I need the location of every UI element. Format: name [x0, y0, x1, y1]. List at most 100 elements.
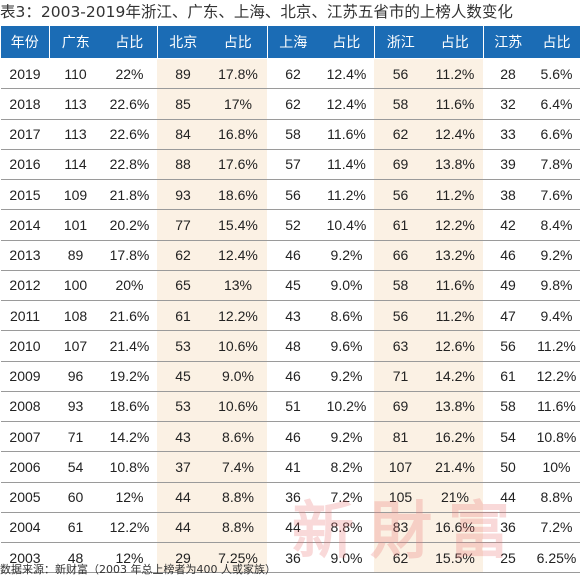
table-cell: 44 [483, 482, 533, 513]
table-cell: 77 [157, 209, 209, 241]
table-row: 2019 110 22% 89 17.8% 62 12.4% 56 11.2% 28 5.6% [1, 58, 580, 90]
table-cell: 18.6% [102, 391, 157, 423]
table-cell: 10.6% [209, 391, 267, 423]
table-cell: 11.4% [319, 149, 374, 181]
table-cell: 48 [267, 330, 319, 362]
header-cell: 占比 [427, 26, 483, 59]
year-cell: 2009 [1, 361, 49, 392]
table-cell: 28 [483, 58, 533, 90]
table-cell: 62 [374, 542, 427, 574]
table-cell: 71 [374, 361, 427, 392]
table-cell: 56 [374, 58, 427, 90]
table-cell: 21.6% [102, 300, 157, 332]
table-cell: 7.4% [209, 451, 267, 483]
table-cell: 12.2% [533, 361, 580, 392]
table-cell: 62 [267, 88, 319, 120]
table-cell: 69 [374, 391, 427, 423]
table-cell: 63 [374, 330, 427, 362]
table-cell: 56 [267, 179, 319, 211]
table-cell: 12.6% [427, 330, 483, 362]
table-cell: 101 [49, 209, 102, 241]
table-cell: 69 [374, 149, 427, 181]
table-cell: 18.6% [209, 179, 267, 211]
table-cell: 44 [267, 512, 319, 544]
table-cell: 5.6% [533, 58, 580, 90]
year-cell: 2012 [1, 270, 49, 302]
table-cell: 15.4% [209, 209, 267, 241]
table-row: 2005 60 12% 44 8.8% 36 7.2% 105 21% 44 8.8% [1, 482, 580, 513]
table-cell: 114 [49, 149, 102, 181]
table-cell: 17.8% [102, 240, 157, 271]
table-cell: 12.2% [209, 300, 267, 332]
year-cell: 2005 [1, 482, 49, 513]
header-cell: 占比 [209, 26, 267, 59]
table-row: 2004 61 12.2% 44 8.8% 44 8.8% 83 16.6% 36 7.2% [1, 512, 580, 544]
table-cell: 38 [483, 179, 533, 211]
table-cell: 9.4% [533, 300, 580, 332]
table-cell: 12% [102, 542, 157, 574]
table-cell: 11.2% [427, 179, 483, 211]
table-cell: 32 [483, 88, 533, 120]
table-row: 2008 93 18.6% 53 10.6% 51 10.2% 69 13.8% 58 11.6% [1, 391, 580, 423]
year-cell: 2011 [1, 300, 49, 332]
table-cell: 107 [374, 451, 427, 483]
year-cell: 2006 [1, 451, 49, 483]
table-cell: 12.4% [427, 119, 483, 150]
table-cell: 113 [49, 119, 102, 150]
table-row: 2016 114 22.8% 88 17.6% 57 11.4% 69 13.8% 39 7.8% [1, 149, 580, 181]
table-cell: 8.8% [209, 512, 267, 544]
table-cell: 7.8% [533, 149, 580, 181]
table-cell: 11.2% [319, 179, 374, 211]
table-cell: 81 [374, 421, 427, 453]
table-cell: 21.4% [427, 451, 483, 483]
table-cell: 62 [267, 58, 319, 90]
table-cell: 12.4% [209, 240, 267, 271]
year-cell: 2010 [1, 330, 49, 362]
year-cell: 2018 [1, 88, 49, 120]
table-cell: 19.2% [102, 361, 157, 392]
table-cell: 6.25% [533, 542, 580, 574]
table-cell: 8.4% [533, 209, 580, 241]
table-cell: 60 [49, 482, 102, 513]
table-cell: 9.0% [209, 361, 267, 392]
year-cell: 2008 [1, 391, 49, 423]
year-cell: 2016 [1, 149, 49, 181]
year-cell: 2014 [1, 209, 49, 241]
table-cell: 7.25% [209, 542, 267, 574]
table-row: 2015 109 21.8% 93 18.6% 56 11.2% 56 11.2% 38 7.6% [1, 179, 580, 211]
table-cell: 7.6% [533, 179, 580, 211]
table-cell: 58 [267, 119, 319, 150]
table-cell: 9.2% [319, 421, 374, 453]
table-cell: 9.2% [319, 361, 374, 392]
table-cell: 11.6% [533, 391, 580, 423]
table-row: 2009 96 19.2% 45 9.0% 46 9.2% 71 14.2% 61 12.2% [1, 361, 580, 392]
table-cell: 12.4% [319, 88, 374, 120]
table-cell: 109 [49, 179, 102, 211]
table-cell: 22% [102, 58, 157, 90]
table-cell: 11.6% [427, 270, 483, 302]
table-cell: 13.8% [427, 391, 483, 423]
table-title: 表3：2003-2019年浙江、广东、上海、北京、江苏五省市的上榜人数变化 [0, 3, 513, 21]
table-cell: 46 [267, 240, 319, 271]
table-cell: 16.6% [427, 512, 483, 544]
table-cell: 43 [157, 421, 209, 453]
table-cell: 89 [157, 58, 209, 90]
table-cell: 10.6% [209, 330, 267, 362]
table-cell: 57 [267, 149, 319, 181]
table-cell: 83 [374, 512, 427, 544]
table-cell: 105 [374, 482, 427, 513]
table-cell: 20.2% [102, 209, 157, 241]
table-cell: 8.8% [319, 512, 374, 544]
table-cell: 17.8% [209, 58, 267, 90]
table-cell: 22.6% [102, 88, 157, 120]
year-cell: 2004 [1, 512, 49, 544]
header-year: 年份 [1, 26, 49, 59]
table-cell: 58 [374, 270, 427, 302]
header-cell: 广东 [48, 26, 102, 59]
table-cell: 110 [49, 58, 102, 90]
table-cell: 53 [157, 330, 209, 362]
header-cell: 占比 [319, 26, 374, 59]
table-cell: 21.4% [102, 330, 157, 362]
table-cell: 6.6% [533, 119, 580, 150]
table-cell: 84 [157, 119, 209, 150]
